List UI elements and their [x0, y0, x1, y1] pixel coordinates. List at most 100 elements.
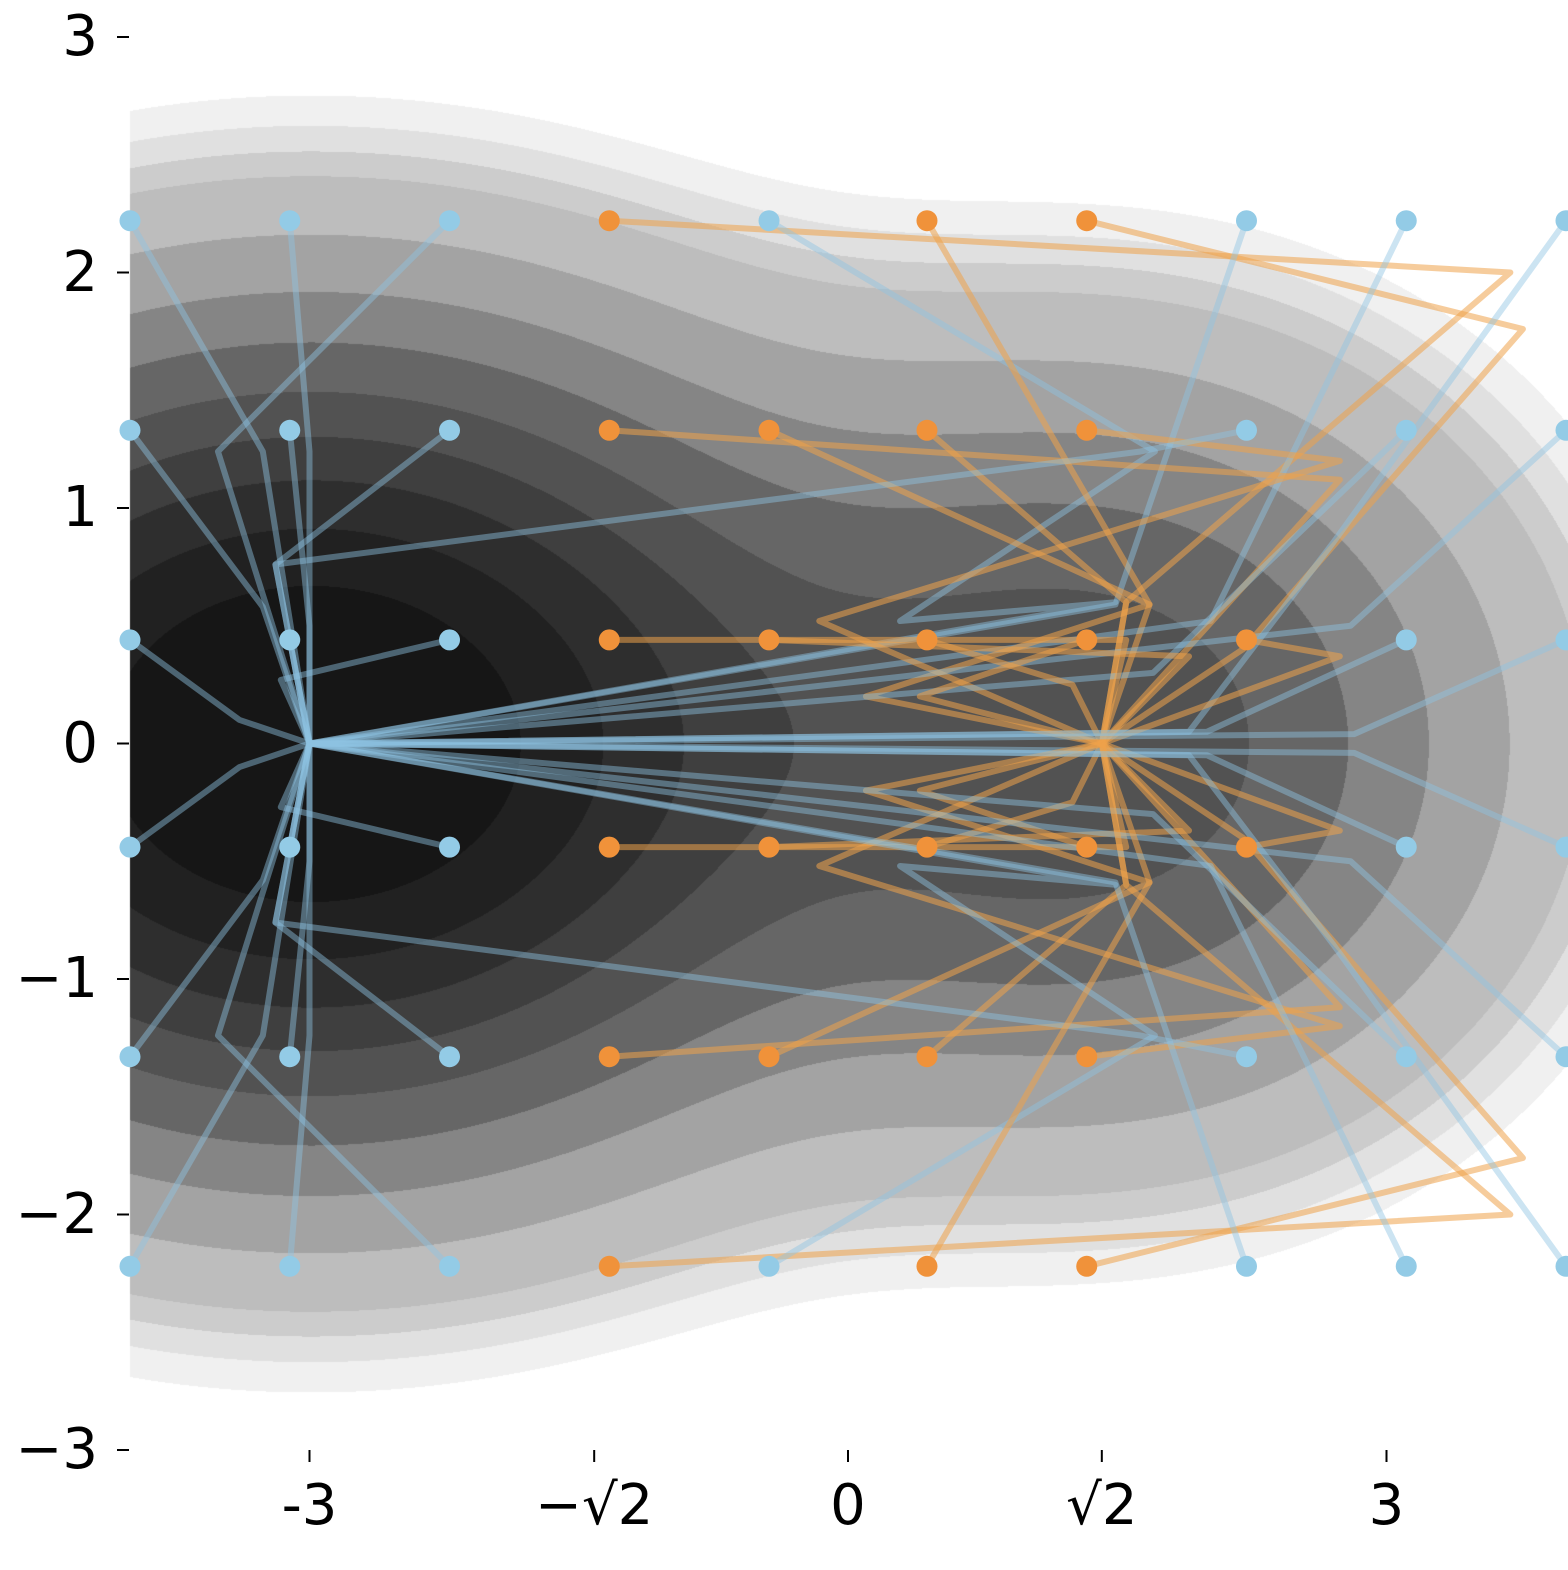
orange-start-point: [598, 419, 620, 441]
y-tick-label: −1: [15, 946, 98, 1011]
blue-start-point: [758, 210, 780, 232]
orange-trajectory-line: [1100, 740, 1343, 851]
blue-start-point: [279, 1255, 301, 1277]
y-tick-label: −3: [15, 1417, 98, 1482]
blue-trajectory-line: [309, 740, 1568, 850]
blue-start-point: [279, 419, 301, 441]
blue-start-point: [439, 836, 461, 858]
blue-trajectory-line: [277, 742, 451, 851]
x-tick-label: −√2: [535, 1473, 654, 1538]
blue-trajectory-line: [309, 740, 1568, 1059]
x-tick-label: 3: [1368, 1473, 1405, 1538]
blue-start-point: [1555, 1046, 1568, 1068]
blue-trajectory-line: [286, 429, 313, 744]
orange-trajectory-line: [768, 636, 1193, 746]
blue-trajectory-line: [272, 427, 452, 745]
orange-start-point: [1235, 836, 1257, 858]
orange-trajectory-line: [916, 637, 1103, 747]
blue-trajectory-line: [286, 639, 313, 745]
orange-trajectory-line: [1086, 741, 1526, 1270]
orange-start-point: [916, 836, 938, 858]
blue-trajectory-line: [309, 428, 1568, 747]
blue-trajectory-line: [127, 428, 313, 745]
orange-start-point: [916, 629, 938, 651]
blue-start-point: [1235, 210, 1257, 232]
blue-start-point: [1235, 1255, 1257, 1277]
blue-start-point: [119, 1046, 141, 1068]
x-tick-label: 0: [830, 1473, 866, 1538]
blue-start-point: [1395, 1255, 1417, 1277]
orange-start-point: [1076, 1255, 1098, 1277]
blue-start-point: [439, 1046, 461, 1068]
orange-trajectory-line: [1100, 636, 1343, 747]
blue-start-point: [1395, 836, 1417, 858]
blue-trajectory-line: [308, 219, 1250, 747]
x-tick-label: -3: [281, 1473, 338, 1538]
blue-start-point: [1395, 419, 1417, 441]
blue-trajectory-line: [309, 740, 1409, 1268]
blue-start-point: [279, 210, 301, 232]
orange-start-point: [598, 1046, 620, 1068]
blue-start-point: [119, 836, 141, 858]
blue-start-point: [439, 210, 461, 232]
orange-start-point: [598, 210, 620, 232]
blue-trajectory-line: [128, 637, 311, 747]
y-tick-label: 3: [62, 4, 98, 69]
blue-trajectory-line: [308, 740, 1158, 1269]
blue-start-point: [439, 1255, 461, 1277]
blue-start-point: [279, 629, 301, 651]
orange-start-point: [916, 1255, 938, 1277]
orange-trajectory-line: [609, 741, 1343, 1060]
orange-start-point: [1076, 629, 1098, 651]
blue-trajectory-line: [309, 637, 1408, 747]
blue-start-point: [1395, 1046, 1417, 1068]
blue-start-point: [119, 1255, 141, 1277]
blue-trajectory-line: [309, 740, 1409, 1059]
blue-trajectory-line: [286, 743, 313, 1267]
blue-start-point: [279, 836, 301, 858]
orange-trajectory-line: [767, 740, 1153, 1060]
orange-start-point: [758, 419, 780, 441]
blue-trajectory-line: [272, 427, 1248, 745]
blue-start-point: [1555, 629, 1568, 651]
blue-start-point: [1395, 629, 1417, 651]
orange-trajectory-line: [609, 742, 1514, 1270]
blue-trajectory-line: [286, 743, 313, 1058]
orange-start-point: [1076, 836, 1098, 858]
blue-trajectory-line: [286, 220, 313, 744]
blue-trajectory-line: [309, 740, 1408, 850]
blue-trajectory-line: [128, 740, 311, 850]
blue-trajectory-line: [308, 740, 1250, 1268]
blue-start-point: [1555, 419, 1568, 441]
blue-trajectory-line: [309, 428, 1409, 747]
x-tick-label: √2: [1066, 1473, 1138, 1538]
blue-trajectory-line: [286, 742, 313, 848]
blue-start-point: [119, 210, 141, 232]
blue-trajectory-line: [214, 218, 452, 745]
blue-start-point: [279, 1046, 301, 1068]
orange-start-point: [598, 836, 620, 858]
orange-start-point: [758, 1046, 780, 1068]
orange-start-point: [1235, 629, 1257, 651]
blue-start-point: [439, 419, 461, 441]
orange-start-point: [758, 836, 780, 858]
blue-start-point: [439, 629, 461, 651]
blue-trajectory-line: [309, 740, 1568, 1269]
orange-start-point: [1076, 1046, 1098, 1068]
orange-trajectory-line: [916, 740, 1103, 850]
blue-trajectory-line: [272, 742, 452, 1060]
orange-start-point: [1076, 419, 1098, 441]
blue-trajectory-line: [308, 218, 1158, 747]
blue-start-point: [1555, 210, 1568, 232]
orange-start-point: [598, 629, 620, 651]
tick-marks: [117, 36, 1388, 1462]
blue-trajectory-line: [214, 742, 452, 1269]
blue-trajectory-line: [309, 637, 1568, 747]
blue-start-point: [1235, 1046, 1257, 1068]
blue-start-point: [119, 629, 141, 651]
blue-trajectory-line: [272, 742, 1248, 1060]
orange-start-point: [916, 210, 938, 232]
blue-start-point: [758, 1255, 780, 1277]
